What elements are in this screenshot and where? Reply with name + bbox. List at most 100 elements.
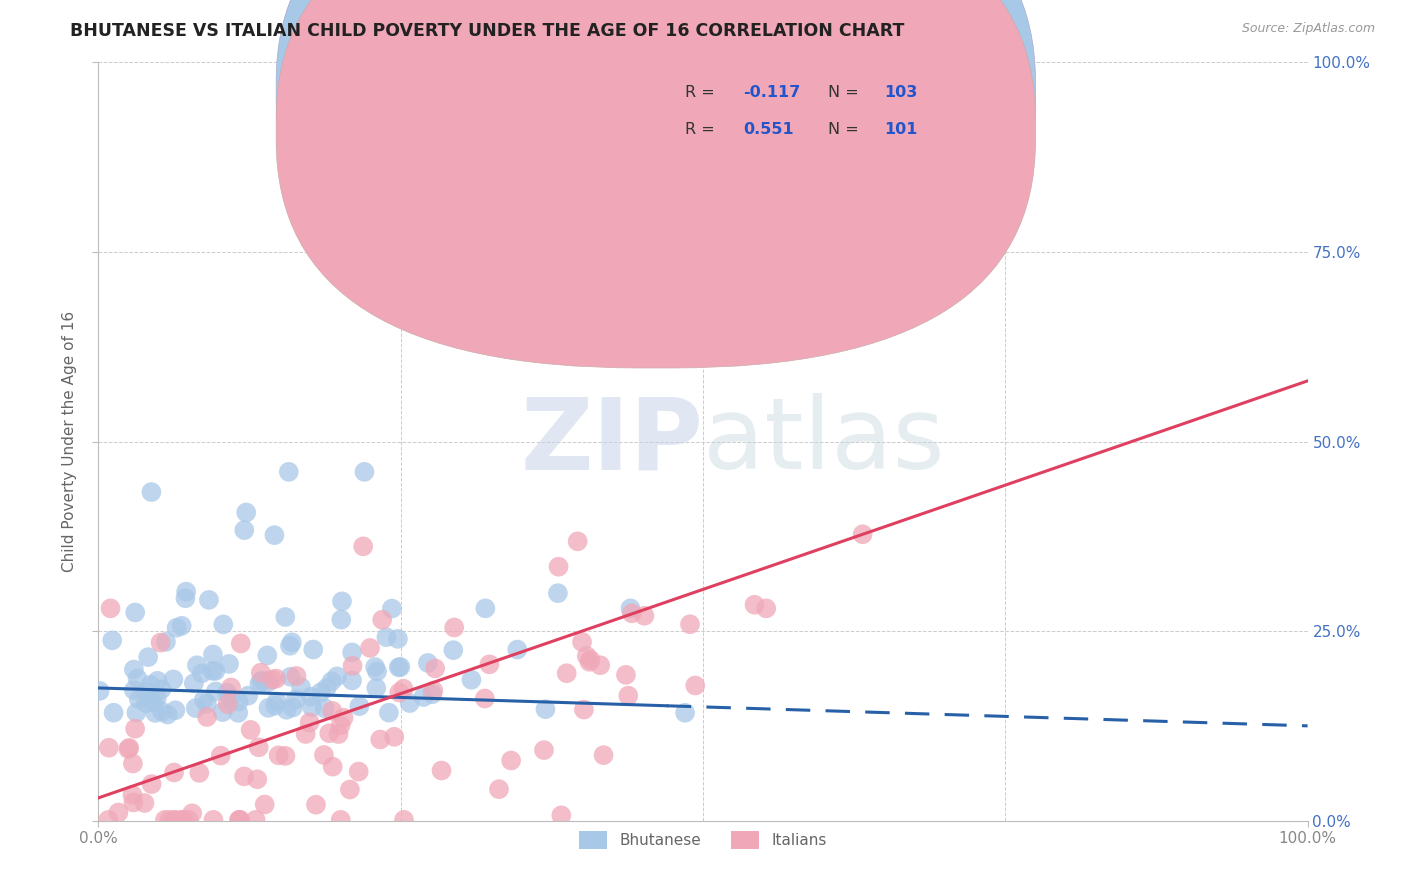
Point [183, 676, 205, 690]
Point [416, 656, 439, 670]
Point [382, 730, 405, 744]
Point [329, 813, 352, 827]
Point [135, 696, 157, 710]
Point [567, 534, 589, 549]
Point [156, 707, 179, 722]
Point [173, 813, 195, 827]
Point [204, 664, 226, 678]
Point [204, 684, 226, 698]
Point [330, 613, 353, 627]
Text: N =: N = [828, 85, 863, 100]
Point [957, 192, 980, 206]
Point [195, 710, 218, 724]
Point [174, 584, 197, 599]
Text: Source: ZipAtlas.com: Source: ZipAtlas.com [1241, 22, 1375, 36]
Point [195, 697, 218, 711]
Point [107, 805, 129, 820]
Point [340, 673, 363, 688]
Point [550, 808, 572, 822]
Point [100, 601, 122, 615]
Point [125, 706, 148, 720]
Point [368, 732, 391, 747]
Point [302, 642, 325, 657]
Point [262, 673, 284, 687]
Point [309, 685, 332, 699]
Legend: Bhutanese, Italians: Bhutanese, Italians [574, 825, 832, 855]
Point [103, 706, 125, 720]
Point [359, 640, 381, 655]
Point [138, 691, 160, 706]
Text: -0.117: -0.117 [742, 85, 800, 100]
Point [340, 645, 363, 659]
Point [217, 686, 239, 700]
Point [330, 594, 353, 608]
Point [150, 682, 173, 697]
Point [274, 748, 297, 763]
Text: BHUTANESE VS ITALIAN CHILD POVERTY UNDER THE AGE OF 16 CORRELATION CHART: BHUTANESE VS ITALIAN CHILD POVERTY UNDER… [70, 22, 904, 40]
Point [285, 669, 308, 683]
Point [157, 813, 180, 827]
Point [198, 593, 221, 607]
Point [478, 657, 501, 672]
Point [326, 669, 349, 683]
Point [352, 539, 374, 553]
Point [250, 673, 273, 688]
Point [474, 601, 496, 615]
Point [392, 813, 415, 827]
Point [274, 610, 297, 624]
Point [209, 748, 232, 763]
Point [177, 813, 200, 827]
Point [290, 680, 312, 694]
Point [619, 601, 641, 615]
Point [266, 694, 288, 708]
Point [620, 607, 643, 621]
Point [97, 740, 120, 755]
Point [229, 636, 252, 650]
Point [122, 796, 145, 810]
Point [212, 617, 235, 632]
Point [412, 690, 434, 704]
Point [219, 681, 242, 695]
Point [501, 754, 523, 768]
Point [285, 692, 308, 706]
Point [127, 672, 149, 686]
Point [301, 700, 323, 714]
Point [188, 765, 211, 780]
Point [381, 601, 404, 615]
Point [422, 683, 444, 698]
Point [617, 689, 640, 703]
Point [547, 586, 569, 600]
Point [239, 723, 262, 737]
Point [170, 619, 193, 633]
Point [247, 676, 270, 690]
Point [122, 683, 145, 698]
Point [264, 698, 287, 713]
Point [389, 660, 412, 674]
Point [375, 630, 398, 644]
Point [692, 55, 714, 70]
Point [101, 633, 124, 648]
Point [218, 657, 240, 671]
Point [280, 670, 302, 684]
Point [170, 813, 193, 827]
Point [430, 764, 453, 778]
Point [506, 642, 529, 657]
Point [233, 523, 256, 537]
Point [172, 813, 194, 827]
Point [186, 658, 208, 673]
Point [813, 55, 835, 70]
Point [124, 606, 146, 620]
Point [134, 796, 156, 810]
Point [443, 620, 465, 634]
Point [533, 743, 555, 757]
Point [579, 653, 602, 667]
Point [146, 673, 169, 688]
Point [294, 727, 316, 741]
Point [378, 706, 401, 720]
Point [263, 528, 285, 542]
Text: N =: N = [828, 122, 863, 137]
Point [211, 705, 233, 719]
Point [226, 706, 249, 720]
Point [371, 613, 394, 627]
Point [166, 621, 188, 635]
